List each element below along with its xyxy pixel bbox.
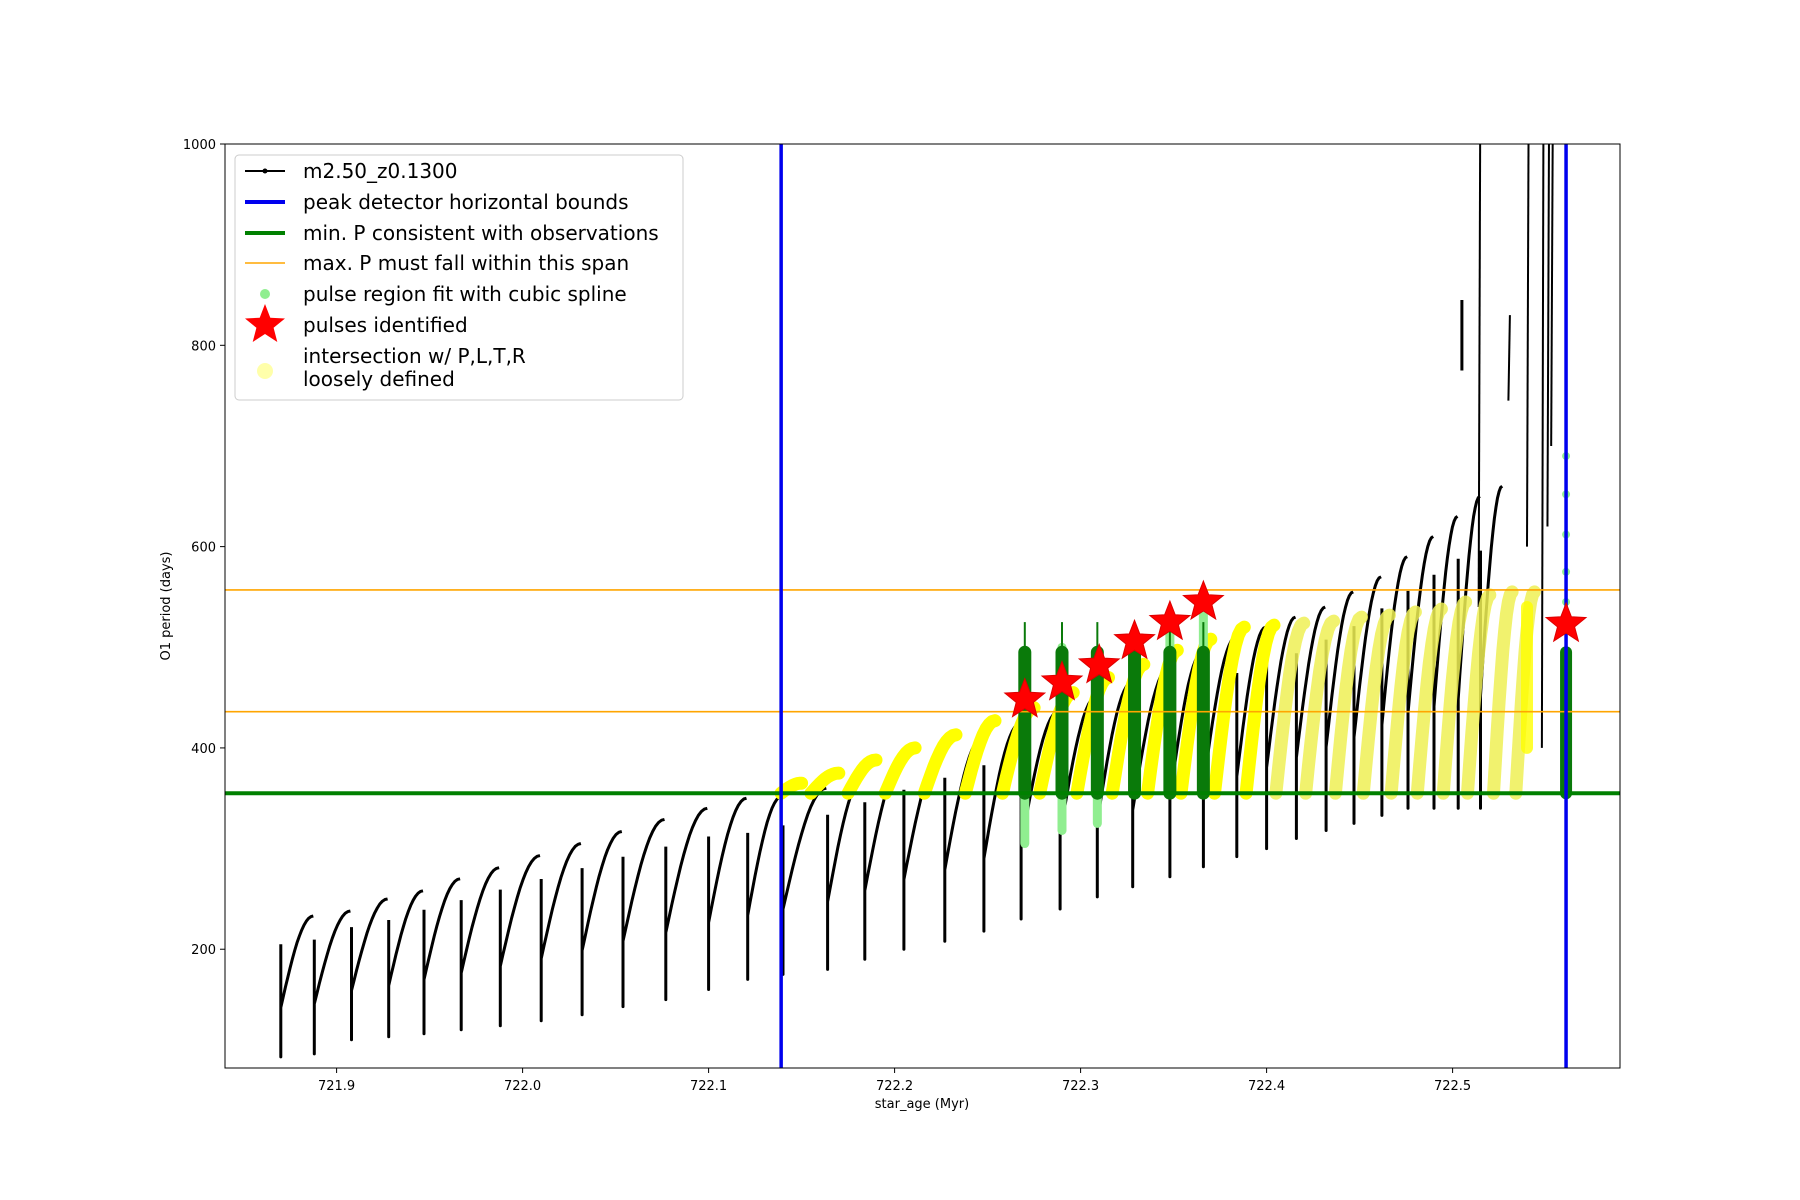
intersection-cycle-0 xyxy=(774,776,809,800)
legend-label-min-period: min. P consistent with observations xyxy=(303,221,659,245)
legend-swatch-spline xyxy=(260,289,270,299)
model-late-spike-1 xyxy=(1507,315,1511,401)
model-curve xyxy=(279,485,1504,1059)
plot-frame xyxy=(224,143,1621,1069)
y-tick-label-4: 1000 xyxy=(183,138,216,153)
pulse-star-6 xyxy=(1544,601,1588,643)
x-tick-label-5: 722.4 xyxy=(1248,1079,1285,1094)
x-tick-label-3: 722.2 xyxy=(876,1079,913,1094)
intersection-cycle-14 xyxy=(1269,616,1311,800)
legend-label-model: m2.50_z0.1300 xyxy=(303,159,458,183)
model-late-spike-5 xyxy=(1550,144,1554,446)
y-tick-label-2: 600 xyxy=(191,541,216,556)
legend-box xyxy=(234,154,684,401)
intersection-cycle-17 xyxy=(1356,608,1396,800)
y-tick-label-3: 800 xyxy=(191,339,216,354)
legend-label-spline: pulse region fit with cubic spline xyxy=(303,282,627,306)
legend-label-pulses: pulses identified xyxy=(303,313,468,337)
intersection-cycle-20 xyxy=(1436,595,1473,800)
intersection-cycle-19 xyxy=(1410,602,1448,800)
legend-swatch-model-marker xyxy=(262,168,268,174)
y-axis-label: O1 period (days) xyxy=(159,551,174,660)
pulse-star-4 xyxy=(1148,599,1192,641)
model-late-spike-2 xyxy=(1526,144,1530,547)
model-late-spike-3 xyxy=(1540,144,1545,748)
intersection-cycle-21 xyxy=(1461,588,1497,800)
model-late-spike-4 xyxy=(1546,144,1550,527)
intersection-cycle-3 xyxy=(878,741,922,800)
x-tick-label-2: 722.1 xyxy=(690,1079,727,1094)
intersection-cycle-12 xyxy=(1208,620,1251,800)
legend-swatch-pulses xyxy=(245,304,285,342)
pulse-star-5 xyxy=(1182,579,1225,621)
x-tick-label-0: 721.9 xyxy=(318,1079,355,1094)
legend-label-intersection-line1: intersection w/ P,L,T,R xyxy=(303,344,526,368)
intersection-cycle-1 xyxy=(804,766,846,800)
pulse-star-2 xyxy=(1077,643,1121,684)
x-tick-label-1: 722.0 xyxy=(504,1079,541,1094)
x-tick-label-4: 722.3 xyxy=(1062,1079,1099,1094)
intersection-cycle-4 xyxy=(917,728,963,800)
legend-label-max-period: max. P must fall within this span xyxy=(303,251,629,275)
legend-label-intersection-line2: loosely defined xyxy=(303,367,455,391)
intersection-cycle-18 xyxy=(1384,605,1422,800)
intersection-cycle-15 xyxy=(1299,614,1341,800)
intersection-cycle-13 xyxy=(1239,618,1281,800)
pulse-star-3 xyxy=(1113,618,1156,660)
x-tick-label-6: 722.5 xyxy=(1434,1079,1471,1094)
intersection-cycle-2 xyxy=(841,753,883,800)
pulse-star-0 xyxy=(1003,677,1047,718)
pulse-star-1 xyxy=(1040,660,1084,701)
model-late-spike-0 xyxy=(1477,144,1482,608)
intersection-cycle-16 xyxy=(1328,610,1368,800)
legend-swatch-intersection xyxy=(257,363,273,379)
x-axis-label: star_age (Myr) xyxy=(875,1097,969,1112)
legend-label-bounds: peak detector horizontal bounds xyxy=(303,190,629,214)
intersection-cycle-5 xyxy=(958,714,1002,800)
y-tick-label-0: 200 xyxy=(191,943,216,958)
y-tick-label-1: 400 xyxy=(191,742,216,757)
intersection-cycle-22 xyxy=(1487,585,1519,800)
